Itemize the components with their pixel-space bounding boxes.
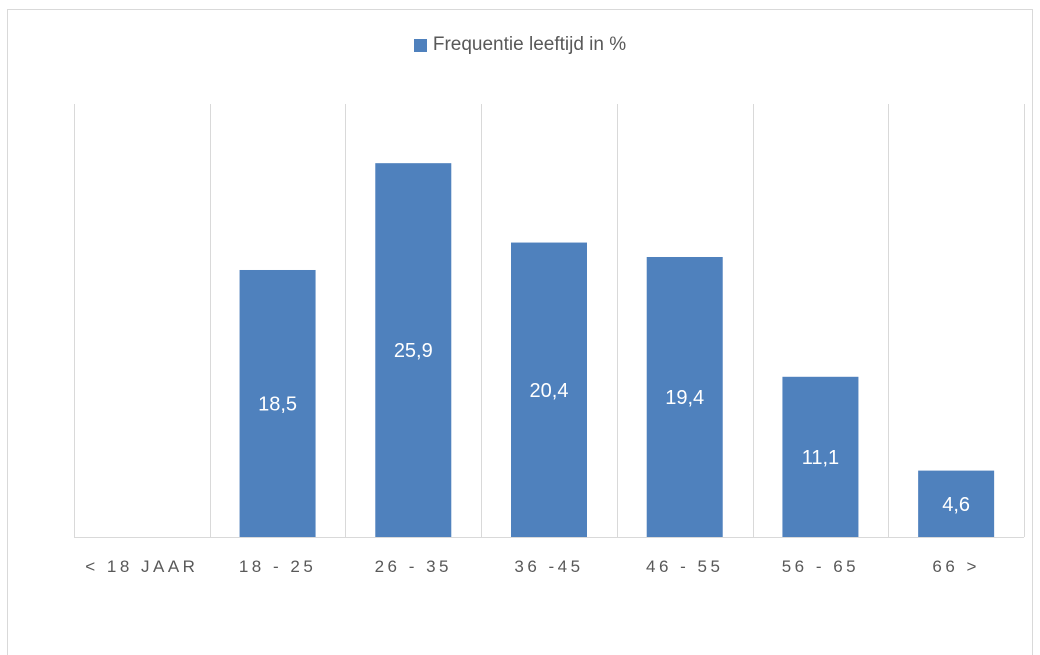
data-label: 11,1 [802,447,839,469]
chart-legend: Frequentie leeftijd in % [0,34,1040,56]
x-tick-label: 18 - 25 [239,557,316,576]
data-label: 20,4 [530,380,569,402]
data-label: 25,9 [394,340,433,362]
legend-label: Frequentie leeftijd in % [432,34,627,55]
bar [782,376,859,537]
data-label: 19,4 [665,387,704,409]
x-tick-label: 46 - 55 [646,557,723,576]
data-label: 4,6 [942,494,970,516]
x-tick-label: 56 - 65 [782,557,859,576]
bar [239,269,316,537]
data-label: 18,5 [258,393,297,415]
bar [646,256,723,537]
x-tick-label: 36 -45 [514,557,583,576]
bar [375,163,452,537]
x-tick-label: 26 - 35 [375,557,452,576]
bar [511,242,587,537]
bar [918,470,995,537]
x-tick-label: < 18 JAAR [85,557,198,576]
legend-swatch [413,38,427,52]
x-tick-label: 66 > [932,557,980,576]
